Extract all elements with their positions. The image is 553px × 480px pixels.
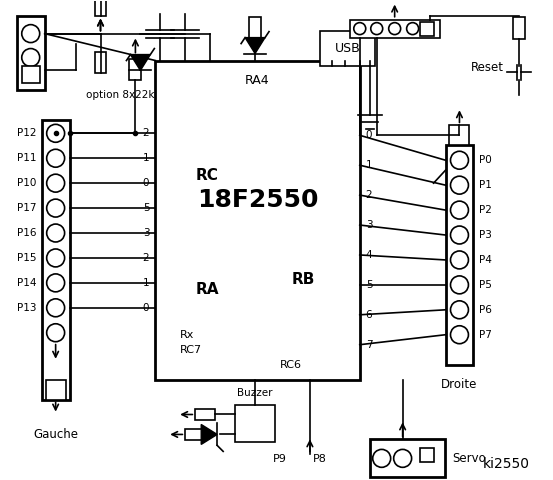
Text: 2: 2 xyxy=(366,190,372,200)
Text: 5: 5 xyxy=(143,203,149,213)
Text: Rx: Rx xyxy=(180,330,195,340)
Bar xyxy=(46,380,66,399)
Text: P3: P3 xyxy=(479,230,492,240)
Bar xyxy=(95,51,107,73)
Text: P0: P0 xyxy=(479,155,492,165)
Bar xyxy=(41,120,70,399)
Text: 2: 2 xyxy=(143,128,149,138)
Text: 2: 2 xyxy=(143,253,149,263)
Circle shape xyxy=(46,274,65,292)
Text: 1: 1 xyxy=(366,160,372,170)
Polygon shape xyxy=(201,424,217,444)
Bar xyxy=(155,60,360,380)
Text: 0: 0 xyxy=(366,130,372,140)
Circle shape xyxy=(46,124,65,142)
Text: P11: P11 xyxy=(17,153,36,163)
Circle shape xyxy=(46,299,65,317)
Text: P16: P16 xyxy=(17,228,36,238)
Bar xyxy=(446,145,473,365)
Text: ki2550: ki2550 xyxy=(482,457,529,471)
Text: P5: P5 xyxy=(479,280,492,290)
Bar xyxy=(195,409,215,420)
Circle shape xyxy=(46,324,65,342)
Text: RA: RA xyxy=(195,282,219,297)
Text: 1: 1 xyxy=(143,278,149,288)
Circle shape xyxy=(22,24,40,43)
Text: P2: P2 xyxy=(479,205,492,215)
Circle shape xyxy=(46,174,65,192)
Circle shape xyxy=(394,449,411,468)
Text: Gauche: Gauche xyxy=(33,428,78,441)
Text: P9: P9 xyxy=(273,455,287,464)
Bar xyxy=(350,20,440,37)
Text: P14: P14 xyxy=(17,278,36,288)
Circle shape xyxy=(46,224,65,242)
Text: P7: P7 xyxy=(479,330,492,340)
Bar xyxy=(513,17,525,38)
Circle shape xyxy=(451,276,468,294)
Text: 0: 0 xyxy=(143,303,149,313)
Bar xyxy=(420,22,434,36)
Text: 4: 4 xyxy=(366,250,372,260)
Text: 5: 5 xyxy=(366,280,372,290)
Bar xyxy=(185,429,205,440)
Text: RA4: RA4 xyxy=(245,74,270,87)
Text: Droite: Droite xyxy=(441,378,478,391)
Circle shape xyxy=(373,449,390,468)
Circle shape xyxy=(451,251,468,269)
Text: RC6: RC6 xyxy=(280,360,302,370)
Circle shape xyxy=(46,249,65,267)
Polygon shape xyxy=(245,37,265,54)
Bar xyxy=(129,59,142,81)
Text: 0: 0 xyxy=(143,178,149,188)
Text: 1: 1 xyxy=(143,153,149,163)
Bar xyxy=(95,0,107,16)
Circle shape xyxy=(46,199,65,217)
Bar xyxy=(370,439,445,477)
Text: P10: P10 xyxy=(17,178,36,188)
Circle shape xyxy=(389,23,400,35)
Circle shape xyxy=(451,201,468,219)
Text: RB: RB xyxy=(291,272,315,288)
Circle shape xyxy=(451,176,468,194)
Text: P12: P12 xyxy=(17,128,36,138)
Text: P6: P6 xyxy=(479,305,492,315)
Text: 7: 7 xyxy=(366,340,372,350)
Circle shape xyxy=(451,226,468,244)
Text: P4: P4 xyxy=(479,255,492,265)
Text: 6: 6 xyxy=(366,310,372,320)
Circle shape xyxy=(46,149,65,167)
Circle shape xyxy=(451,301,468,319)
Circle shape xyxy=(371,23,383,35)
Circle shape xyxy=(354,23,366,35)
Text: 3: 3 xyxy=(366,220,372,230)
Bar xyxy=(450,125,469,145)
Text: P15: P15 xyxy=(17,253,36,263)
Circle shape xyxy=(406,23,419,35)
Bar xyxy=(235,405,275,443)
Text: Buzzer: Buzzer xyxy=(237,387,273,397)
Bar xyxy=(420,448,434,462)
Text: P1: P1 xyxy=(479,180,492,190)
Text: Servo: Servo xyxy=(452,452,486,465)
Text: option 8x22k: option 8x22k xyxy=(86,90,154,100)
Circle shape xyxy=(22,48,40,67)
Text: P13: P13 xyxy=(17,303,36,313)
Bar xyxy=(17,16,45,90)
Bar xyxy=(320,31,375,65)
Text: RC7: RC7 xyxy=(180,345,202,355)
Polygon shape xyxy=(131,55,150,71)
Circle shape xyxy=(451,151,468,169)
Text: USB: USB xyxy=(335,42,360,55)
Circle shape xyxy=(451,326,468,344)
Bar xyxy=(249,17,261,38)
Text: Reset: Reset xyxy=(471,61,504,74)
Text: 3: 3 xyxy=(143,228,149,238)
Text: P17: P17 xyxy=(17,203,36,213)
Bar xyxy=(22,65,40,84)
Text: 18F2550: 18F2550 xyxy=(197,188,319,212)
Text: P8: P8 xyxy=(313,455,327,464)
Text: RC: RC xyxy=(195,168,218,183)
